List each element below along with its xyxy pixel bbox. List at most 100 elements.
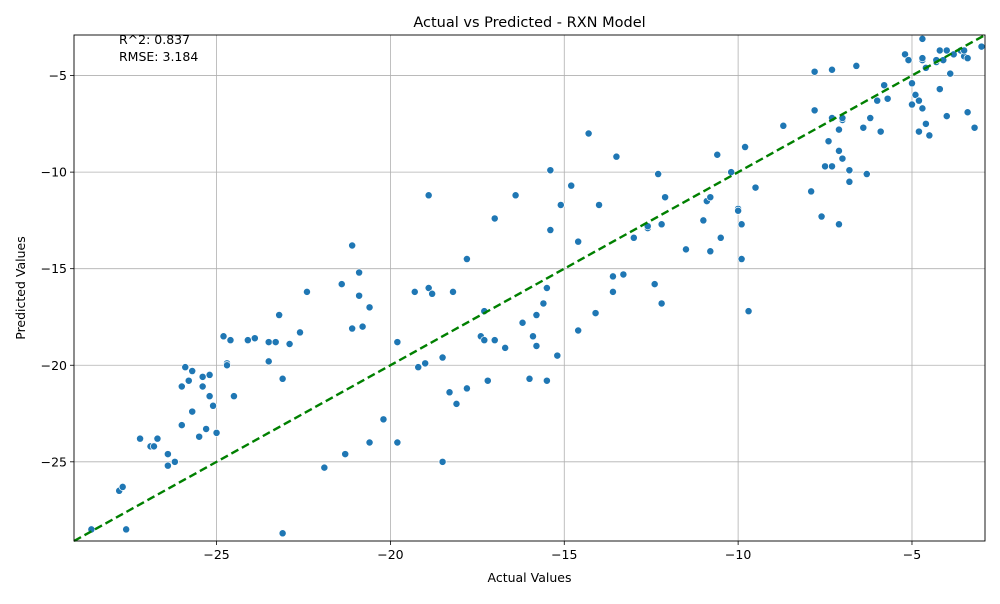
data-point (421, 359, 430, 368)
data-point (205, 370, 214, 379)
data-point (150, 442, 158, 451)
data-point (845, 166, 854, 175)
data-point (264, 357, 273, 366)
data-point (963, 54, 972, 63)
data-point (462, 255, 471, 263)
data-point (243, 336, 252, 345)
data-point (828, 65, 836, 74)
data-point (355, 268, 364, 277)
data-point (835, 125, 843, 134)
data-point (532, 341, 541, 350)
x-tick-label: −25 (203, 547, 229, 562)
data-point (379, 415, 388, 424)
data-point (706, 247, 715, 256)
reference-line-group (73, 33, 986, 543)
data-point (591, 309, 600, 318)
data-point (501, 343, 510, 352)
data-point (737, 255, 746, 263)
data-point (657, 299, 666, 308)
data-point (650, 280, 659, 289)
data-point (859, 123, 868, 132)
data-point (914, 96, 923, 105)
data-point (188, 407, 197, 416)
data-point (529, 332, 537, 341)
data-point (835, 220, 843, 229)
data-point (490, 214, 499, 223)
data-point (779, 121, 788, 130)
data-point (229, 392, 238, 401)
data-point (188, 367, 197, 375)
axes (73, 34, 986, 542)
data-point (845, 177, 854, 186)
data-point (657, 220, 666, 229)
data-point (212, 428, 221, 437)
data-point (556, 201, 565, 209)
data-point (539, 299, 548, 308)
data-point (699, 216, 708, 225)
data-point (946, 69, 955, 78)
y-axis-label: Predicted Values (13, 236, 28, 340)
data-point (744, 307, 753, 316)
data-point (278, 374, 287, 383)
plot-frame (73, 34, 986, 542)
data-point (337, 280, 346, 289)
data-point (609, 287, 617, 296)
data-point (355, 291, 364, 300)
data-point (177, 421, 186, 430)
data-point (963, 108, 972, 117)
data-point (977, 42, 986, 51)
data-point (873, 96, 882, 105)
data-point (518, 318, 527, 327)
data-point (278, 529, 287, 538)
data-point (122, 525, 131, 534)
data-point (445, 388, 454, 397)
data-point (862, 170, 871, 179)
data-point (901, 50, 909, 59)
data-point (285, 340, 294, 348)
data-point (942, 46, 951, 55)
data-point (852, 61, 861, 70)
data-point (574, 326, 583, 335)
data-point (410, 287, 419, 296)
data-point (727, 168, 736, 177)
data-point (320, 463, 329, 472)
data-point (741, 143, 750, 151)
data-point (921, 119, 930, 128)
data-point (609, 272, 617, 281)
y-tick-label: −15 (41, 261, 67, 276)
data-point (876, 127, 885, 136)
data-point (184, 376, 193, 385)
data-point (567, 181, 576, 190)
data-point (546, 226, 555, 235)
data-point (226, 336, 235, 345)
reference-line (73, 33, 986, 543)
data-points (87, 34, 986, 538)
data-point (883, 94, 892, 103)
data-point (807, 187, 816, 196)
data-point (817, 212, 826, 221)
data-point (438, 457, 447, 466)
data-point (271, 338, 280, 347)
data-point (177, 382, 186, 391)
data-point (365, 438, 374, 447)
data-point (918, 34, 927, 43)
data-point (219, 332, 228, 341)
data-point (163, 450, 172, 459)
data-point (136, 434, 145, 443)
annotation-r2: R^2: 0.837 (119, 32, 190, 47)
data-point (821, 162, 830, 171)
x-tick-label: −5 (903, 547, 921, 562)
data-point (296, 328, 304, 337)
data-point (303, 287, 311, 296)
data-point (223, 361, 231, 370)
data-point (452, 399, 461, 408)
data-point (393, 338, 402, 347)
data-point (205, 392, 214, 401)
data-point (553, 351, 562, 360)
data-point (490, 336, 499, 345)
data-point (250, 334, 259, 343)
data-point (880, 81, 889, 90)
data-point (414, 363, 423, 372)
data-point (480, 336, 489, 345)
